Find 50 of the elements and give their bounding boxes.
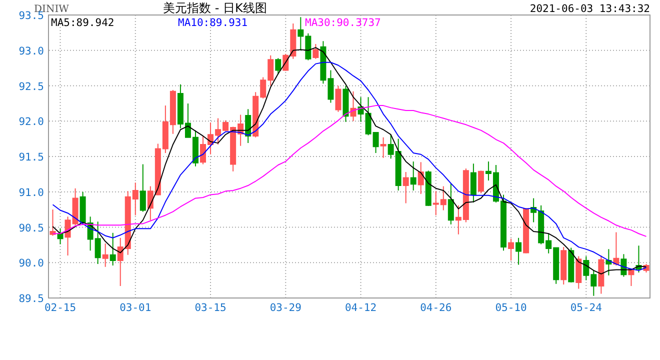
chart-title: 美元指数 - 日K线图 <box>163 1 267 15</box>
x-tick-label: 05-24 <box>570 302 602 314</box>
y-tick-label: 89.5 <box>18 293 44 305</box>
text: MA10:89.931 <box>178 17 248 29</box>
candlestick <box>418 162 424 194</box>
candlestick <box>50 209 56 236</box>
text: MA30:90.3737 <box>305 17 381 29</box>
candlestick <box>613 232 620 266</box>
annotation: 2021-06-03 13:43:32 <box>530 3 650 15</box>
candlestick <box>448 182 454 225</box>
x-tick-label: 03-01 <box>120 302 152 314</box>
y-tick-label: 91.0 <box>18 186 44 199</box>
candlestick <box>402 172 409 204</box>
y-tick-label: 90.0 <box>18 258 44 270</box>
candlestick <box>335 85 342 112</box>
candlestick <box>478 170 484 194</box>
candlestick <box>110 232 116 266</box>
y-tick-label: 90.5 <box>18 222 44 234</box>
candlestick <box>410 160 416 191</box>
candlestick <box>245 108 252 144</box>
x-tick-label: 02-15 <box>44 302 76 314</box>
candlestick <box>568 247 574 283</box>
candlestick <box>342 85 349 122</box>
candlestick <box>312 44 319 60</box>
x-tick-label: 03-29 <box>270 302 302 314</box>
candlestick <box>57 228 64 245</box>
y-tick-label: 91.5 <box>18 152 44 164</box>
candlestick <box>102 243 108 268</box>
x-tick-label: 04-12 <box>344 302 377 314</box>
x-tick-label: 05-10 <box>495 302 527 314</box>
text: MA5:89.942 <box>51 17 114 29</box>
y-tick-label: 93.0 <box>18 45 44 58</box>
candlestick <box>576 256 582 290</box>
candlestick <box>560 246 567 286</box>
candlestick <box>350 90 356 122</box>
y-tick-label: 92.0 <box>18 116 44 128</box>
x-tick-label: 04-26 <box>420 302 452 314</box>
candlestick <box>470 163 476 203</box>
candlestick <box>606 248 612 276</box>
x-tick-label: 03-15 <box>194 302 226 314</box>
candlestick <box>140 164 146 212</box>
candlestick <box>598 255 604 294</box>
line-series <box>52 105 647 237</box>
candlestick <box>425 170 432 207</box>
candlestick <box>516 237 522 266</box>
candlestick <box>523 208 530 254</box>
candlestick <box>508 238 514 261</box>
candlestick <box>275 58 282 75</box>
candlestick <box>380 136 386 158</box>
y-tick-label: 92.5 <box>18 80 44 93</box>
